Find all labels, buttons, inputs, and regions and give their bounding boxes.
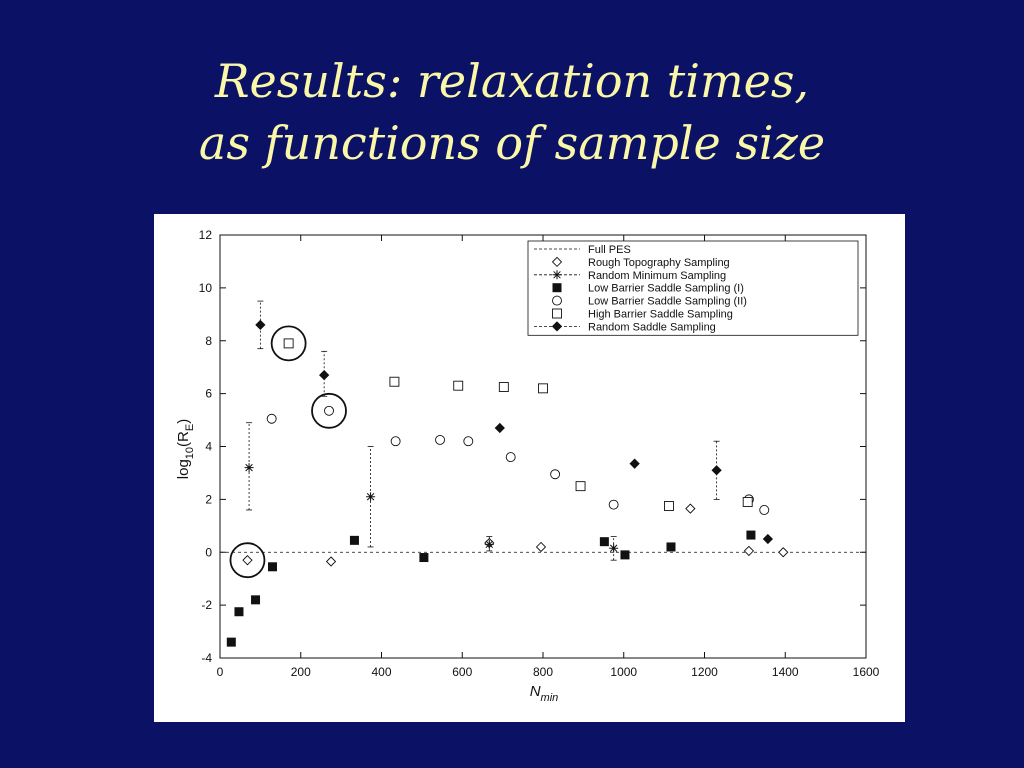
random-saddle-sampling-point: [494, 422, 505, 434]
low-barrier-saddle-sampling-i-point: [349, 535, 359, 545]
highlight-circle: [270, 325, 307, 362]
high-barrier-saddle-sampling-point: [389, 376, 400, 387]
low-barrier-saddle-sampling-i-point: [746, 530, 756, 540]
random-minimum-sampling-point: [244, 463, 254, 473]
low-barrier-saddle-sampling-i-point: [267, 562, 277, 572]
low-barrier-saddle-sampling-ii-point: [550, 469, 561, 480]
x-tick-label: 800: [533, 665, 553, 679]
x-tick-label: 400: [371, 665, 391, 679]
x-tick-label: 200: [291, 665, 311, 679]
random-saddle-sampling-point: [711, 465, 722, 476]
legend-label: Random Saddle Sampling: [588, 321, 716, 333]
title-line-1: Results: relaxation times,: [214, 54, 810, 108]
high-barrier-saddle-sampling-point: [575, 481, 586, 492]
plot-area: [220, 300, 866, 647]
title-line-2: as functions of sample size: [198, 116, 826, 170]
rough-topography-sampling-point: [685, 503, 696, 514]
legend-marker: [552, 270, 562, 280]
high-barrier-saddle-sampling-point: [742, 497, 753, 507]
low-barrier-saddle-sampling-i-point: [666, 542, 676, 552]
chart-axes: 0 200 400 600 800 1000 1200 1400 1600 -4 -2 0 2 4 6 8 10…: [199, 228, 880, 679]
low-barrier-saddle-sampling-ii-point: [390, 436, 401, 447]
y-axis-label-sub2: E: [184, 424, 196, 431]
high-barrier-saddle-sampling-point: [498, 382, 509, 392]
random-minimum-sampling-point: [609, 543, 619, 553]
random-minimum-sampling-point: [366, 492, 376, 502]
high-barrier-saddle-sampling-point: [283, 338, 294, 349]
chart-panel: 0 200 400 600 800 1000 1200 1400 1600 -4 -2 0 2 4 6 8 10…: [154, 214, 905, 722]
y-tick-label: 2: [205, 492, 212, 506]
x-tick-label: 1400: [772, 665, 799, 679]
highlight-circle: [229, 542, 266, 579]
x-tick-label: 1600: [853, 665, 880, 679]
y-tick-label: -4: [201, 651, 212, 665]
y-tick-label: -2: [201, 598, 212, 612]
y-tick-label: 8: [205, 334, 212, 348]
low-barrier-saddle-sampling-i-point: [599, 537, 609, 547]
low-barrier-saddle-sampling-ii-point: [463, 436, 474, 447]
x-axis-label: Nmin: [530, 683, 559, 704]
rough-topography-sampling-point: [325, 556, 337, 567]
y-axis-label-close: ): [175, 419, 192, 424]
high-barrier-saddle-sampling-point: [538, 383, 548, 394]
random-saddle-sampling-point: [629, 458, 640, 469]
legend-marker: [552, 308, 562, 319]
low-barrier-saddle-sampling-ii-point: [608, 499, 619, 510]
x-axis-label-main: N: [530, 683, 541, 700]
rough-topography-sampling-point: [743, 545, 755, 557]
legend-label: Low Barrier Saddle Sampling (II): [588, 296, 747, 308]
legend-label: Low Barrier Saddle Sampling (I): [588, 283, 744, 295]
legend-marker: [552, 283, 562, 293]
low-barrier-saddle-sampling-i-point: [226, 637, 236, 647]
rough-topography-sampling-point: [535, 541, 547, 553]
relaxation-chart: 0 200 400 600 800 1000 1200 1400 1600 -4 -2 0 2 4 6 8 10…: [175, 228, 880, 704]
legend-marker: [551, 321, 563, 332]
y-tick-label: 10: [199, 281, 213, 295]
random-saddle-sampling-point: [762, 533, 774, 545]
low-barrier-saddle-sampling-ii-point: [266, 413, 277, 424]
highlight-circle: [311, 392, 347, 429]
y-tick-label: 6: [205, 387, 212, 401]
legend-label: High Barrier Saddle Sampling: [588, 309, 733, 321]
y-axis-label-main: log: [175, 459, 192, 479]
random-saddle-sampling-point: [319, 369, 330, 381]
legend-marker: [551, 256, 563, 268]
legend-marker: [552, 295, 562, 306]
high-barrier-saddle-sampling-point: [664, 501, 674, 511]
low-barrier-saddle-sampling-i-point: [234, 607, 244, 617]
x-tick-label: 0: [217, 665, 224, 679]
low-barrier-saddle-sampling-ii-point: [435, 434, 445, 445]
x-axis-label-sub: min: [541, 692, 559, 704]
low-barrier-saddle-sampling-ii-point: [324, 405, 334, 416]
rough-topography-sampling-point: [242, 555, 253, 566]
y-axis-label-open: (R: [175, 431, 192, 447]
random-minimum-sampling-point: [484, 539, 494, 549]
x-tick-label: 1000: [610, 665, 637, 679]
x-tick-label: 600: [452, 665, 472, 679]
legend-label: Rough Topography Sampling: [588, 257, 730, 269]
low-barrier-saddle-sampling-i-point: [620, 550, 630, 560]
y-axis-label: log10(RE): [175, 419, 196, 479]
x-tick-label: 1200: [691, 665, 718, 679]
y-tick-label: 0: [205, 545, 212, 559]
y-axis-label-sub: 10: [184, 447, 196, 459]
legend-box: [527, 240, 859, 336]
low-barrier-saddle-sampling-ii-point: [759, 505, 770, 515]
low-barrier-saddle-sampling-i-point: [251, 595, 261, 605]
legend-label: Random Minimum Sampling: [588, 270, 726, 282]
random-saddle-sampling-point: [255, 319, 266, 331]
low-barrier-saddle-sampling-i-point: [419, 553, 429, 563]
high-barrier-saddle-sampling-point: [453, 380, 464, 391]
legend-label: Full PES: [588, 244, 631, 256]
rough-topography-sampling-point: [778, 547, 789, 558]
y-tick-label: 12: [199, 228, 213, 242]
y-tick-label: 4: [205, 440, 212, 454]
slide-title: Results: relaxation times, as functions …: [0, 50, 1024, 174]
low-barrier-saddle-sampling-ii-point: [505, 452, 516, 463]
